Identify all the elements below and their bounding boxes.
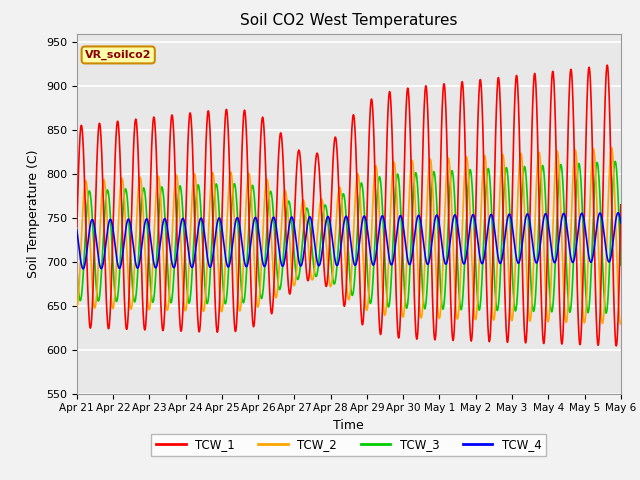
TCW_4 — [614, 210, 622, 216]
TCW_4 — [617, 220, 625, 226]
TCW_3 — [304, 206, 312, 212]
TCW_1 — [325, 260, 333, 266]
TCW_2 — [115, 209, 123, 215]
TCW_1 — [315, 161, 323, 167]
Line: TCW_3: TCW_3 — [77, 162, 621, 313]
TCW_3 — [115, 280, 123, 286]
TCW_3 — [325, 227, 333, 233]
TCW_1 — [383, 158, 390, 164]
TCW_3 — [383, 287, 390, 292]
Line: TCW_2: TCW_2 — [77, 148, 621, 324]
TCW_2 — [325, 274, 333, 279]
TCW_1 — [137, 249, 145, 255]
TCW_4 — [73, 227, 81, 233]
Y-axis label: Soil Temperature (C): Soil Temperature (C) — [28, 149, 40, 278]
TCW_4 — [316, 263, 323, 268]
Line: TCW_4: TCW_4 — [77, 213, 621, 269]
TCW_3 — [617, 263, 625, 268]
TCW_4 — [79, 266, 87, 272]
TCW_2 — [137, 178, 145, 183]
TCW_4 — [138, 246, 145, 252]
TCW_4 — [115, 265, 123, 271]
TCW_2 — [304, 235, 312, 240]
TCW_1 — [304, 277, 312, 283]
Text: VR_soilco2: VR_soilco2 — [85, 50, 152, 60]
X-axis label: Time: Time — [333, 419, 364, 432]
TCW_3 — [602, 310, 610, 316]
TCW_3 — [73, 263, 81, 269]
TCW_3 — [315, 258, 323, 264]
TCW_2 — [383, 303, 390, 309]
Title: Soil CO2 West Temperatures: Soil CO2 West Temperatures — [240, 13, 458, 28]
Line: TCW_1: TCW_1 — [77, 65, 621, 346]
TCW_2 — [608, 145, 616, 151]
TCW_3 — [611, 159, 619, 165]
TCW_3 — [137, 208, 145, 214]
Legend: TCW_1, TCW_2, TCW_3, TCW_4: TCW_1, TCW_2, TCW_3, TCW_4 — [151, 433, 547, 456]
TCW_4 — [383, 236, 390, 242]
TCW_1 — [115, 129, 123, 134]
TCW_1 — [612, 343, 620, 348]
TCW_4 — [325, 216, 333, 221]
TCW_1 — [73, 224, 81, 229]
TCW_4 — [304, 219, 312, 225]
TCW_2 — [73, 304, 81, 310]
TCW_2 — [315, 212, 323, 218]
TCW_1 — [617, 202, 625, 208]
TCW_1 — [604, 62, 611, 68]
TCW_2 — [617, 321, 625, 327]
